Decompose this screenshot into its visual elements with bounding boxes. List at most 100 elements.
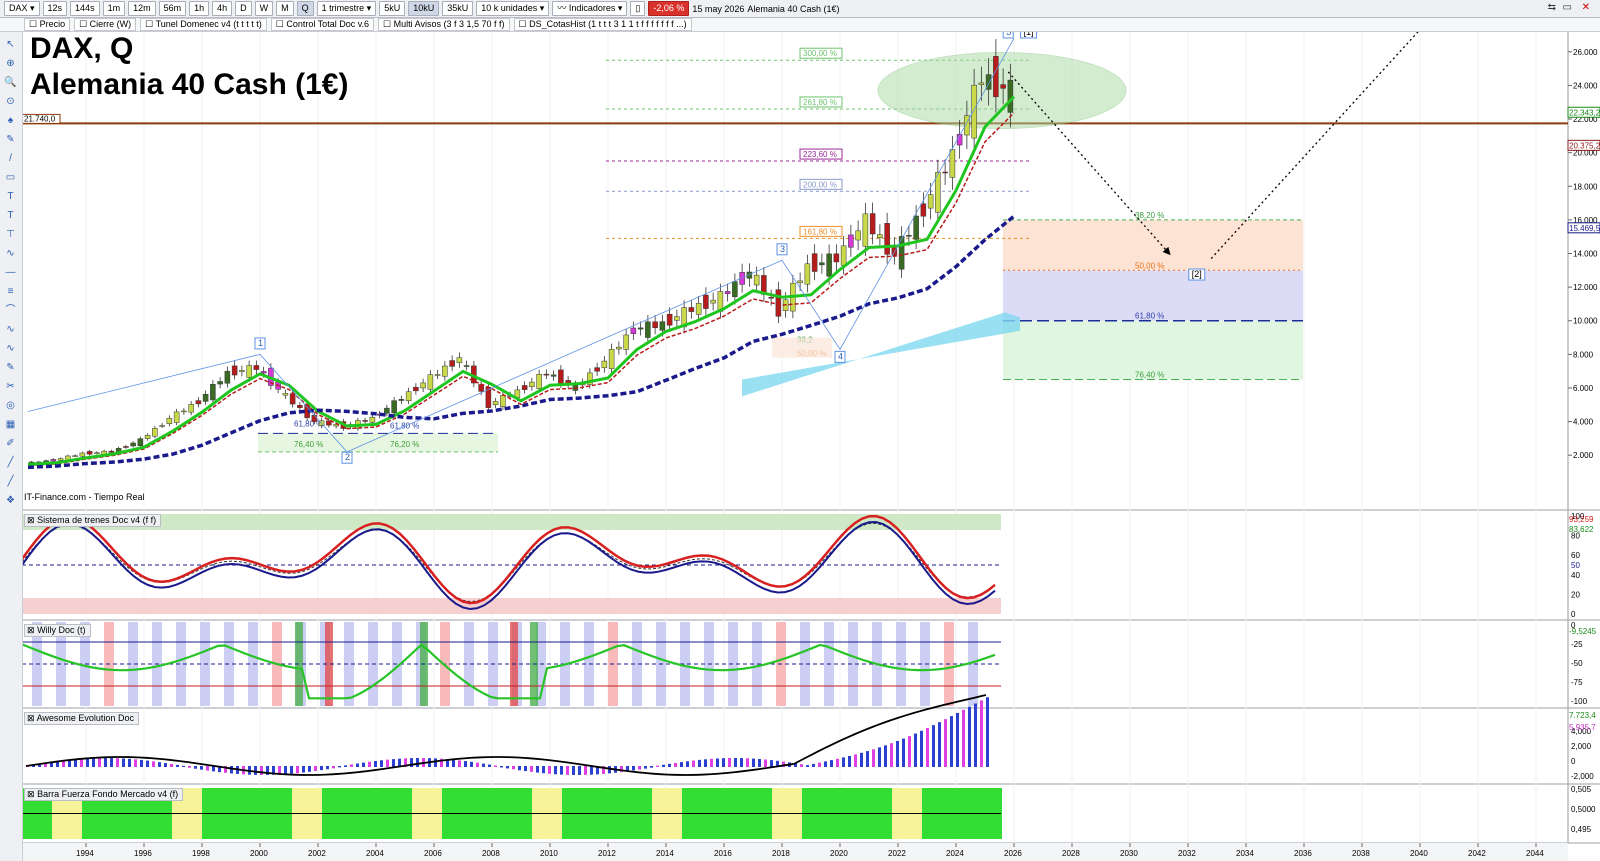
indicator-chip-0[interactable]: ☐ Precio [24, 18, 71, 31]
indicator-chip-1[interactable]: ☐ Cierre (W) [74, 18, 137, 31]
awesome-bar [176, 764, 179, 767]
fork-icon[interactable]: ⊤ [6, 229, 15, 240]
channel-icon[interactable]: ≡ [7, 286, 14, 297]
brush-icon[interactable]: ✎ [6, 362, 15, 373]
timeframe-12s[interactable]: 12s [42, 1, 68, 16]
awesome-bar [890, 743, 893, 767]
awesome-bar [350, 764, 353, 767]
indicator-chip-4[interactable]: ☐ Multi Avisos (3 f 3 1,5 70 f f) [378, 18, 510, 31]
timeframe-1m[interactable]: 1m [102, 1, 126, 16]
shape-icon[interactable]: ❖ [6, 495, 15, 506]
awesome-bar [656, 765, 659, 767]
wave-label-box [341, 451, 353, 464]
indicator-chip-3[interactable]: ☐ Control Total Doc v.6 [270, 18, 375, 31]
awesome-bar [254, 766, 257, 775]
price-tick-label: 18.000 [1573, 182, 1598, 191]
units-select[interactable]: 10 k unidades ▾ [476, 1, 550, 16]
panel-header-barra[interactable]: ⊠ Barra Fuerza Fondo Mercado v4 (f) [24, 788, 184, 801]
panel-header-trenes[interactable]: ⊠ Sistema de trenes Doc v4 (f f) [24, 514, 162, 527]
wave-label-box [776, 243, 788, 256]
awesome-bar [188, 766, 191, 768]
wave-label: 4 [838, 351, 843, 361]
magnet-icon[interactable]: ⊙ [6, 96, 15, 107]
units-5ku[interactable]: 5kU [379, 1, 406, 16]
candle [674, 316, 680, 321]
timeframe-56m[interactable]: 56m [158, 1, 187, 16]
timeframe-144s[interactable]: 144s [70, 1, 100, 16]
line-icon[interactable]: ╱ [7, 476, 14, 487]
osc3-value: 7.723,4 [1569, 711, 1596, 720]
label-icon[interactable]: T [7, 210, 14, 221]
timeframe-12m[interactable]: 12m [128, 1, 156, 16]
crosshair-icon[interactable]: ⊕ [6, 58, 15, 69]
candle [688, 307, 695, 312]
year-tick-label: 1998 [192, 849, 210, 858]
year-tick-label: 2026 [1004, 849, 1022, 858]
note-icon[interactable]: ✐ [6, 438, 15, 449]
willy-band [464, 622, 474, 706]
chart-type-icon[interactable]: ▯ [630, 1, 646, 16]
zoom-icon[interactable]: 🔍 [4, 77, 17, 88]
candle [703, 294, 709, 309]
restore-window-icon[interactable]: ⇆ [1547, 2, 1556, 13]
awesome-bar [986, 697, 989, 767]
hline-icon[interactable]: ― [5, 267, 16, 278]
indicator-chip-2[interactable]: ☐ Tunel Domenec v4 (t t t t t) [140, 18, 267, 31]
panel-title-barra: Barra Fuerza Fondo Mercado v4 (f) [37, 789, 179, 799]
grid-icon[interactable]: ▦ [5, 419, 16, 430]
candle [217, 381, 223, 385]
ray-icon[interactable]: ╱ [7, 457, 14, 468]
units-35ku[interactable]: 35kU [442, 1, 474, 16]
timeframe-w[interactable]: W [254, 1, 274, 16]
arc-icon[interactable]: ⌒ [5, 305, 16, 316]
rectangle-icon[interactable]: ▭ [5, 172, 16, 183]
candle [819, 262, 825, 266]
wave-icon[interactable]: ∿ [6, 248, 15, 259]
osc2-axis-label: -75 [1571, 678, 1583, 687]
indicator-chip-5[interactable]: ☐ DS_CotasHist (1 t t t 3 1 1 t f f f f … [513, 18, 692, 31]
wave-label-box [254, 337, 266, 350]
close-panel-icon[interactable]: ⊠ [27, 625, 35, 635]
symbol-select[interactable]: DAX ▾ [4, 1, 40, 16]
minimize-window-icon[interactable]: ▭ [1562, 2, 1572, 13]
timeframe-4h[interactable]: 4h [212, 1, 233, 16]
timeframe-1h[interactable]: 1h [189, 1, 210, 16]
close-panel-icon[interactable]: ⊠ [27, 789, 35, 799]
trendline-icon[interactable]: / [9, 153, 12, 164]
timeframe-q[interactable]: Q [296, 1, 314, 16]
period-select[interactable]: 1 trimestre ▾ [316, 1, 377, 16]
close-panel-icon[interactable]: ⊠ [27, 713, 35, 723]
close-panel-icon[interactable]: ⊠ [27, 515, 35, 525]
candle [601, 360, 608, 369]
close-window-icon[interactable]: ✕ [1581, 2, 1590, 13]
osc1-blue [21, 521, 996, 610]
units-10ku[interactable]: 10kU [408, 1, 440, 16]
panel-header-willy[interactable]: ⊠ Willy Doc (t) [24, 624, 91, 637]
circle-icon[interactable]: ◎ [6, 400, 15, 411]
awesome-bar [464, 761, 467, 767]
candle [224, 370, 231, 384]
fib-small-label: 61,80 % [294, 420, 323, 429]
wave2-icon[interactable]: ∿ [6, 343, 15, 354]
candle [920, 203, 927, 217]
cut-icon[interactable]: ✂ [6, 381, 15, 392]
candle [362, 420, 368, 422]
text-icon[interactable]: T [7, 191, 14, 202]
alert-icon[interactable]: ♠ [7, 115, 14, 126]
awesome-bar [380, 760, 383, 767]
panel-header-awesome[interactable]: ⊠ Awesome Evolution Doc [24, 712, 139, 725]
awesome-bar [818, 762, 821, 767]
osc1-red [20, 514, 996, 605]
awesome-bar [902, 738, 905, 767]
timeframe-m[interactable]: M [276, 1, 294, 16]
indicators-button[interactable]: 〰 Indicadores ▾ [552, 1, 628, 16]
candle [739, 272, 745, 285]
awesome-bar [314, 766, 317, 771]
pointer-icon[interactable]: ↖ [6, 39, 15, 50]
timeframe-d[interactable]: D [235, 1, 252, 16]
pencil-icon[interactable]: ✎ [6, 134, 15, 145]
fib-lower-label: 38,20 % [1135, 211, 1164, 220]
elliott-icon[interactable]: ∿ [6, 324, 15, 335]
candle [746, 271, 753, 279]
